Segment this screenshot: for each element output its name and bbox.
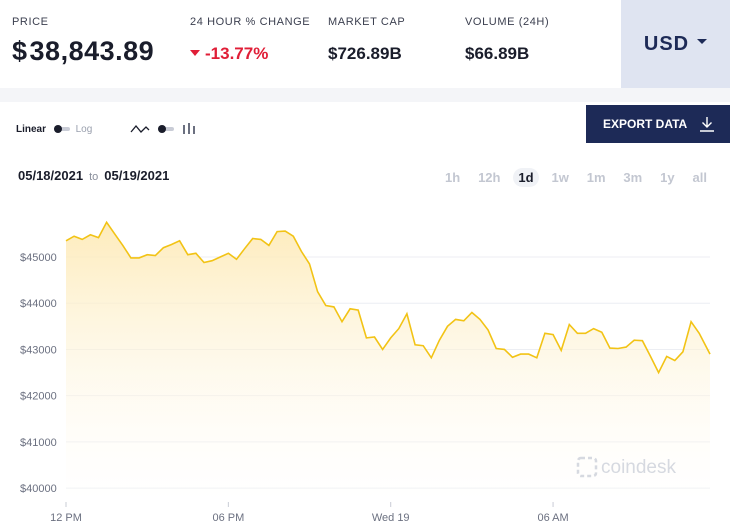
price-currency: $: [12, 36, 28, 66]
price-amount: 38,843.89: [29, 36, 155, 66]
price-chart[interactable]: $45000 $44000 $43000 $42000 $41000 $40000 12 …: [0, 190, 730, 531]
period-1m[interactable]: 1m: [586, 170, 606, 185]
market-stats: PRICE $38,843.89 24 HOUR % CHANGE -13.77…: [0, 0, 730, 90]
y-tick-label: $40000: [20, 483, 57, 495]
period-all[interactable]: all: [692, 170, 707, 185]
volume-label: VOLUME (24H): [465, 16, 550, 28]
period-1d[interactable]: 1d: [513, 168, 539, 187]
period-1w[interactable]: 1w: [551, 170, 569, 185]
period-selector: 1h 12h 1d 1w 1m 3m 1y all: [440, 168, 712, 187]
chart-type-toggle[interactable]: [130, 122, 196, 136]
change-stat: 24 HOUR % CHANGE -13.77%: [190, 16, 310, 64]
price-label: PRICE: [12, 16, 49, 28]
linear-label: Linear: [16, 124, 47, 135]
chart-type-switch[interactable]: [158, 125, 174, 133]
market-cap-value: $726.89B: [328, 44, 402, 63]
coindesk-watermark: coindesk: [576, 456, 676, 478]
y-axis-labels: $45000 $44000 $43000 $42000 $41000 $40000: [20, 252, 57, 495]
log-label: Log: [75, 124, 93, 135]
date-range[interactable]: 05/18/2021 to 05/19/2021: [18, 168, 169, 183]
market-cap-stat: MARKET CAP $726.89B: [328, 16, 405, 64]
x-tick-label: 06 PM: [212, 512, 244, 524]
range-start[interactable]: 05/18/2021: [18, 168, 84, 183]
currency-label: USD: [643, 32, 690, 55]
range-end[interactable]: 05/19/2021: [104, 168, 170, 183]
price-stat: PRICE $38,843.89: [12, 16, 154, 67]
period-1h[interactable]: 1h: [445, 170, 461, 185]
currency-select[interactable]: USD: [621, 0, 730, 88]
volume-stat: VOLUME (24H) $66.89B: [465, 16, 549, 64]
price-value: $38,843.89: [12, 36, 154, 67]
volume-value: $66.89B: [465, 44, 530, 63]
period-3m[interactable]: 3m: [623, 170, 643, 185]
change-label: 24 HOUR % CHANGE: [190, 16, 311, 28]
section-divider: [0, 88, 730, 102]
price-line: [65, 220, 711, 375]
y-tick-label: $43000: [20, 344, 57, 356]
export-data-button[interactable]: EXPORT DATA: [586, 105, 730, 143]
line-chart-icon[interactable]: [130, 123, 150, 135]
x-tick-label: Wed 19: [372, 512, 410, 524]
download-icon: [700, 117, 714, 132]
chart-toolbar: Linear Log: [0, 118, 730, 142]
scale-toggle[interactable]: Linear Log: [16, 124, 92, 135]
watermark-text: coindesk: [601, 457, 676, 478]
y-tick-label: $42000: [20, 391, 57, 403]
change-amount: -13.77%: [205, 44, 269, 63]
scale-switch[interactable]: [53, 125, 70, 134]
price-area: [66, 222, 710, 503]
x-axis-labels: 12 PM 06 PM Wed 19 06 AM: [50, 502, 569, 524]
period-12h[interactable]: 12h: [478, 170, 501, 185]
candlestick-chart-icon[interactable]: [182, 122, 196, 136]
x-tick-label: 06 AM: [537, 512, 568, 524]
down-arrow-icon: [190, 49, 200, 56]
change-value: -13.77%: [190, 44, 310, 64]
market-cap-label: MARKET CAP: [328, 16, 406, 28]
chevron-down-icon: [697, 38, 708, 44]
x-tick-label: 12 PM: [50, 512, 82, 524]
y-tick-label: $44000: [20, 298, 57, 310]
export-label: EXPORT DATA: [603, 117, 688, 131]
range-to: to: [89, 171, 99, 183]
y-tick-label: $41000: [20, 437, 57, 449]
y-tick-label: $45000: [20, 252, 57, 264]
period-1y[interactable]: 1y: [660, 170, 675, 185]
